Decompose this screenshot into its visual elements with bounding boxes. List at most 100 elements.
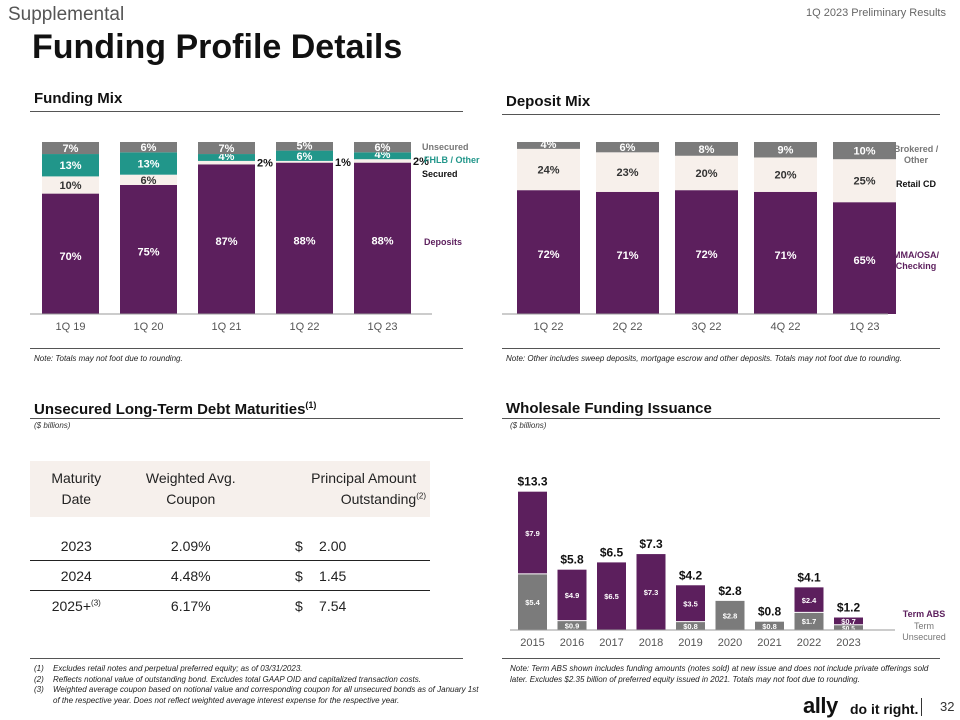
data-label: 20%	[695, 168, 717, 180]
data-label: 9%	[778, 145, 794, 157]
cell-year: 2023	[30, 531, 123, 561]
cell-currency: $	[295, 537, 303, 554]
bar-segment-term-abs	[794, 587, 824, 613]
data-label: 87%	[215, 236, 237, 248]
data-label: $7.3	[644, 588, 659, 597]
bar-segment-term-unsecured	[715, 600, 745, 630]
deposit-mix-chart: 72% 24% 4% 1Q 22 71% 23% 6% 2Q 22 72% 20% 8% 3Q 22 7…	[502, 139, 939, 333]
data-label: $0.9	[565, 621, 580, 630]
data-label: $6.5	[604, 592, 619, 601]
cell-amount-text: 1.45	[319, 567, 347, 584]
cell-amount: $2.00	[259, 531, 430, 561]
bar-segment-secured	[198, 160, 255, 165]
ally-logo: ally	[803, 693, 838, 718]
data-label: $2.4	[802, 596, 817, 605]
legend-label: MMA/OSA/	[893, 250, 939, 260]
x-axis-tick-label: 1Q 23	[850, 321, 880, 333]
cell-year-text: 2023	[60, 537, 92, 554]
col-header-coupon: Weighted Avg. Coupon	[122, 461, 260, 517]
data-label: 4%	[541, 139, 557, 151]
bar-segment-retail-cd	[675, 155, 738, 191]
col-header-maturity: Maturity Date	[30, 461, 123, 517]
data-label: 88%	[293, 235, 315, 247]
x-axis-tick-label: 1Q 22	[534, 321, 564, 333]
data-label: 24%	[537, 165, 559, 177]
data-label: 7%	[219, 143, 235, 155]
data-label: 6%	[141, 142, 157, 154]
bar-segment-retail-cd	[517, 148, 580, 191]
debt-maturities-title: Unsecured Long-Term Debt Maturities(1)	[34, 400, 316, 418]
debt-maturities-top-rule	[30, 418, 463, 419]
total-label: $4.2	[679, 568, 703, 582]
legend-label: Term	[914, 621, 934, 631]
data-label: 2%	[257, 158, 273, 170]
x-axis-tick-label: 4Q 22	[771, 321, 801, 333]
bar-segment-unsecured	[276, 142, 333, 151]
cell-year: 2025+(3)	[30, 591, 123, 621]
deposit-mix-top-rule	[502, 114, 940, 115]
data-label: 7%	[63, 143, 79, 155]
data-label: 75%	[137, 247, 159, 259]
bar-segment-brokered-other	[596, 142, 659, 153]
funding-mix-top-rule	[30, 111, 463, 112]
x-axis-tick-label: 1Q 20	[134, 321, 164, 333]
page-number: 32	[940, 699, 955, 714]
data-label: $0.5	[842, 625, 855, 632]
bar-segment-deposits	[354, 162, 411, 314]
bar-segment-secured	[120, 174, 177, 185]
x-axis-tick-label: 2015	[520, 637, 544, 649]
col-header-principal-text: Principal Amount Outstanding	[311, 470, 417, 507]
footnote-text: Weighted average coupon based on notiona…	[53, 685, 479, 705]
bar-segment-unsecured	[354, 142, 411, 153]
funding-mix-bottom-rule	[30, 348, 463, 349]
footnotes: (1) Excludes retail notes and perpetual p…	[34, 664, 482, 706]
total-label: $1.2	[837, 601, 861, 615]
legend-label: Retail CD	[896, 179, 937, 189]
table-row: 2024 4.48% $1.45	[30, 561, 430, 591]
logo-tagline: do it right.	[850, 701, 919, 717]
x-axis-tick-label: 1Q 21	[212, 321, 242, 333]
cell-amount-text: 2.00	[319, 537, 347, 554]
total-label: $0.8	[758, 605, 782, 619]
bar-segment-brokered-other	[833, 142, 896, 160]
footnote: (3) Weighted average coupon based on noti…	[34, 685, 482, 706]
data-label: 8%	[699, 144, 715, 156]
total-label: $4.1	[797, 570, 821, 584]
data-label: $0.7	[841, 617, 856, 626]
legend-label: Unsecured	[902, 632, 946, 642]
data-label: 6%	[620, 142, 636, 154]
data-label: 71%	[774, 250, 796, 262]
data-label: $3.5	[683, 599, 698, 608]
cell-amount: $1.45	[259, 561, 430, 591]
bar-segment-term-abs	[518, 491, 547, 574]
data-label: $7.9	[525, 529, 540, 538]
legend-label: Other	[904, 155, 929, 165]
x-axis-tick-label: 3Q 22	[692, 321, 722, 333]
data-label: $2.8	[723, 611, 738, 620]
bar-segment-unsecured	[120, 142, 177, 153]
bar-segment-term-unsecured	[794, 612, 824, 630]
wholesale-funding-top-rule	[502, 418, 940, 419]
data-label: 65%	[853, 255, 875, 267]
legend-label: Checking	[896, 261, 937, 271]
wholesale-note-rule	[502, 658, 940, 659]
bar-segment-mma-osa-checking	[833, 202, 896, 314]
x-axis-tick-label: 2019	[678, 637, 702, 649]
bar-segment-retail-cd	[754, 157, 817, 192]
legend-label: Deposits	[424, 237, 462, 247]
total-label: $7.3	[639, 537, 663, 551]
legend-label: Brokered /	[894, 144, 939, 154]
data-label: $4.9	[565, 591, 580, 600]
legend-label: Term ABS	[903, 609, 946, 619]
data-label: 1%	[335, 157, 351, 169]
data-label: 13%	[137, 159, 159, 171]
debt-maturities-subtitle: ($ billions)	[34, 421, 71, 430]
report-subtitle: 1Q 2023 Preliminary Results	[805, 7, 946, 19]
legend-label: FHLB / Other	[424, 155, 480, 165]
x-axis-tick-label: 2017	[599, 637, 623, 649]
bar-segment-mma-osa-checking	[596, 191, 659, 314]
data-label: 23%	[616, 167, 638, 179]
cell-year-text: 2024	[60, 567, 92, 584]
x-axis-tick-label: 2023	[836, 637, 860, 649]
debt-maturities-title-text: Unsecured Long-Term Debt Maturities	[34, 401, 306, 418]
